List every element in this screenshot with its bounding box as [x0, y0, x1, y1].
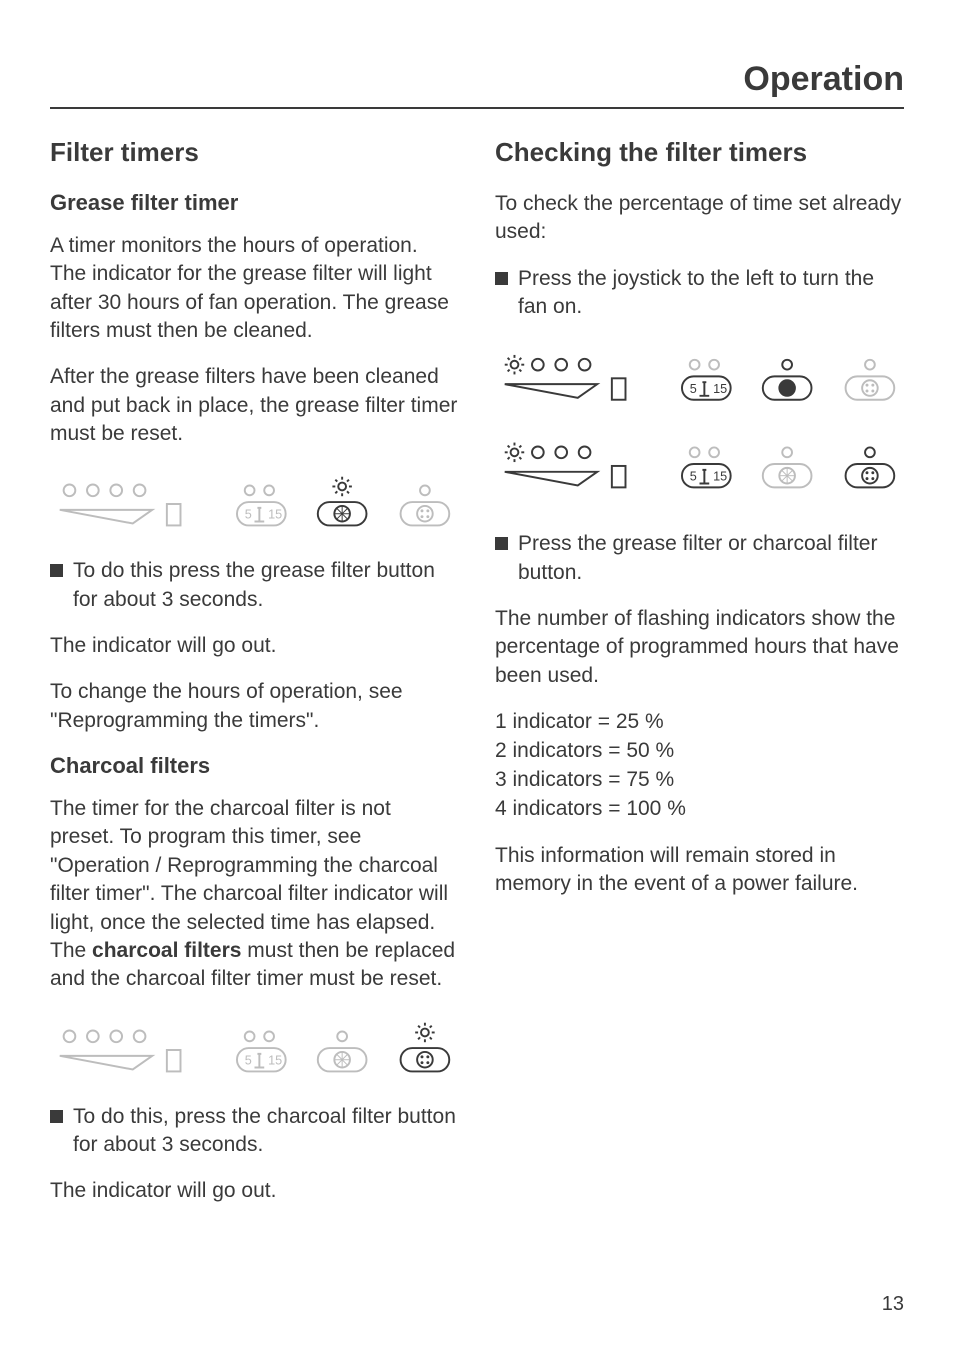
checking-heading: Checking the filter timers: [495, 137, 904, 168]
bullet-icon: [495, 272, 508, 285]
svg-text:15: 15: [713, 470, 727, 484]
charcoal-bullet: To do this, press the charcoal filter bu…: [50, 1103, 459, 1160]
charcoal-p2: The indicator will go out.: [50, 1177, 459, 1205]
svg-text:5: 5: [690, 470, 697, 484]
right-column: Checking the filter timers To check the …: [495, 137, 904, 1224]
checking-p3: This information will remain stored in m…: [495, 842, 904, 899]
grease-p4: To change the hours of operation, see "R…: [50, 678, 459, 735]
checking-bullet1: Press the joystick to the left to turn t…: [495, 265, 904, 322]
panel-diagram-charcoal: 5 15: [50, 1020, 459, 1080]
page-number: 13: [882, 1293, 904, 1316]
svg-text:5: 5: [690, 382, 697, 396]
left-column: Filter timers Grease filter timer A time…: [50, 137, 459, 1224]
svg-text:15: 15: [713, 382, 727, 396]
charcoal-bullet-text: To do this, press the charcoal filter bu…: [73, 1103, 459, 1160]
grease-filter-heading: Grease filter timer: [50, 190, 459, 216]
indicator-line-2: 2 indicators = 50 %: [495, 737, 904, 766]
grease-bullet: To do this press the grease filter butto…: [50, 557, 459, 614]
grease-bullet-text: To do this press the grease filter butto…: [73, 557, 459, 614]
page-header: Operation: [50, 60, 904, 109]
indicator-line-3: 3 indicators = 75 %: [495, 766, 904, 795]
checking-bullet1-text: Press the joystick to the left to turn t…: [518, 265, 904, 322]
indicator-line-1: 1 indicator = 25 %: [495, 708, 904, 737]
svg-text:15: 15: [268, 1053, 282, 1067]
grease-p3: The indicator will go out.: [50, 632, 459, 660]
checking-p2: The number of flashing indicators show t…: [495, 605, 904, 690]
grease-p1: A timer monitors the hours of operation.…: [50, 232, 459, 345]
bullet-icon: [495, 537, 508, 550]
bullet-icon: [50, 1110, 63, 1123]
grease-p2: After the grease filters have been clean…: [50, 363, 459, 448]
content-columns: Filter timers Grease filter timer A time…: [50, 137, 904, 1224]
indicator-line-4: 4 indicators = 100 %: [495, 795, 904, 824]
charcoal-p1: The timer for the charcoal filter is not…: [50, 795, 459, 993]
panel-diagram-checking: 5 15: [495, 347, 904, 507]
indicator-list: 1 indicator = 25 % 2 indicators = 50 % 3…: [495, 708, 904, 824]
filter-timers-heading: Filter timers: [50, 137, 459, 168]
checking-bullet2-text: Press the grease filter or charcoal filt…: [518, 530, 904, 587]
charcoal-heading: Charcoal filters: [50, 753, 459, 779]
checking-p1: To check the percentage of time set alre…: [495, 190, 904, 247]
svg-text:15: 15: [268, 508, 282, 522]
bullet-icon: [50, 564, 63, 577]
svg-text:5: 5: [245, 508, 252, 522]
svg-text:5: 5: [245, 1053, 252, 1067]
panel-diagram-grease: 5 15: [50, 474, 459, 534]
checking-bullet2: Press the grease filter or charcoal filt…: [495, 530, 904, 587]
